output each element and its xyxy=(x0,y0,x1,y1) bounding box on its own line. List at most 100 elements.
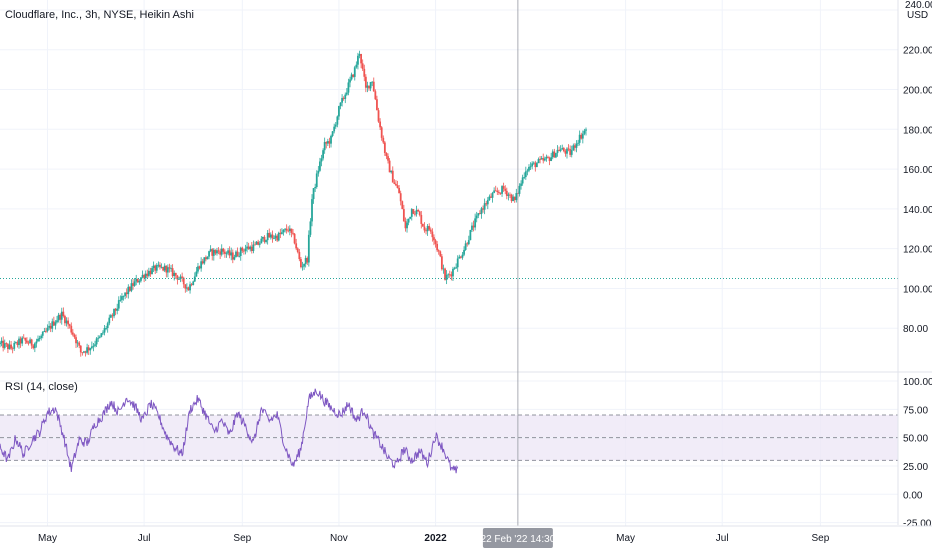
candle-body xyxy=(116,308,119,311)
candle-body xyxy=(51,321,54,329)
candle-body xyxy=(274,235,277,239)
rsi-legend-label[interactable]: RSI (14, close) xyxy=(5,381,78,393)
candle-body xyxy=(501,186,503,194)
candle-body xyxy=(423,226,426,231)
candle-body xyxy=(216,250,218,254)
price-tick-label: 200.00 xyxy=(903,86,932,97)
candle-body xyxy=(24,337,27,341)
candle-body xyxy=(103,328,106,333)
candle-body xyxy=(89,348,92,351)
candle-body xyxy=(22,337,25,339)
candle-body xyxy=(393,182,396,184)
candle-body xyxy=(499,192,502,194)
candle-body xyxy=(81,352,84,354)
price-axis-labels[interactable]: 220.00 200.00 180.00 160.00 140.00 120.00 100.… xyxy=(903,46,932,336)
time-axis-labels[interactable]: May Jul Sep Nov 2022 May Jul Sep xyxy=(38,533,830,544)
candle-body xyxy=(255,241,258,245)
candle-body xyxy=(325,142,328,144)
candle-body xyxy=(412,209,415,214)
candle-body xyxy=(246,246,248,249)
time-tick-label: Sep xyxy=(811,533,829,544)
candle-body xyxy=(59,314,62,320)
candle-body xyxy=(171,268,174,277)
price-axis-currency[interactable]: USD xyxy=(907,10,928,21)
candle-body xyxy=(559,149,562,151)
candle-body xyxy=(165,265,168,273)
candle-body xyxy=(46,327,49,332)
candle-body xyxy=(105,328,108,329)
candle-body xyxy=(380,127,383,138)
candle-body xyxy=(453,268,456,270)
candle-body xyxy=(463,249,465,255)
candle-body xyxy=(152,265,155,269)
candle-body xyxy=(0,342,1,345)
candle-body xyxy=(284,228,286,230)
candle-body xyxy=(247,246,250,250)
candle-body xyxy=(456,258,459,268)
candle-body xyxy=(553,151,556,158)
candle-body xyxy=(478,213,481,215)
candle-body xyxy=(377,110,380,122)
candle-body xyxy=(388,160,391,173)
candle-body xyxy=(363,68,366,77)
candle-body xyxy=(472,225,475,228)
rsi-tick-label: 100.00 xyxy=(903,377,932,388)
candle-body xyxy=(111,315,114,317)
candle-body xyxy=(263,236,266,242)
candle-body xyxy=(467,240,470,245)
candle-body xyxy=(56,320,58,323)
candle-body xyxy=(334,124,337,127)
candle-body xyxy=(326,141,329,144)
candle-body xyxy=(173,272,176,277)
candle-body xyxy=(307,234,310,263)
rsi-tick-label: 0.00 xyxy=(903,490,923,501)
candle-body xyxy=(452,268,454,277)
candle-body xyxy=(402,209,405,222)
candle-body xyxy=(258,243,261,245)
candle-body xyxy=(254,244,256,246)
candle-body xyxy=(135,279,138,282)
candle-body xyxy=(223,251,226,254)
candle-body xyxy=(537,159,540,164)
candle-body xyxy=(520,183,522,186)
candle-body xyxy=(95,338,98,345)
candle-body xyxy=(192,281,195,285)
candle-body xyxy=(3,343,6,348)
candle-body xyxy=(569,149,572,155)
candle-body xyxy=(349,79,351,83)
candle-body xyxy=(581,133,584,139)
candle-body xyxy=(526,170,529,172)
candle-body xyxy=(195,271,198,277)
candle-body xyxy=(133,281,136,286)
candle-body xyxy=(94,344,96,346)
candle-body xyxy=(250,246,253,251)
candle-body xyxy=(21,337,24,344)
candle-body xyxy=(149,270,152,275)
candle-body xyxy=(121,296,123,300)
candle-body xyxy=(269,234,272,238)
candle-body xyxy=(447,274,450,276)
candle-body xyxy=(578,134,581,143)
candle-body xyxy=(271,234,274,239)
rsi-axis-labels[interactable]: 100.00 75.00 50.00 25.00 0.00 -25.00 xyxy=(903,377,932,530)
candle-body xyxy=(439,251,442,257)
candle-body xyxy=(18,338,20,346)
candle-body xyxy=(138,280,141,283)
candle-body xyxy=(344,94,347,99)
candle-body xyxy=(79,345,82,353)
candle-body xyxy=(65,320,68,324)
candle-body xyxy=(257,241,260,245)
candle-body xyxy=(60,311,63,320)
candle-body xyxy=(146,273,149,276)
candle-body xyxy=(570,150,573,155)
candle-body xyxy=(90,346,93,349)
candle-body xyxy=(151,268,153,275)
time-tick-label: Nov xyxy=(330,533,348,544)
candle-body xyxy=(436,243,439,251)
candle-body xyxy=(57,314,60,321)
candle-body xyxy=(52,321,55,326)
chart-title[interactable]: Cloudflare, Inc., 3h, NYSE, Heikin Ashi xyxy=(5,9,194,21)
candle-body xyxy=(287,230,290,232)
candle-body xyxy=(469,229,472,241)
